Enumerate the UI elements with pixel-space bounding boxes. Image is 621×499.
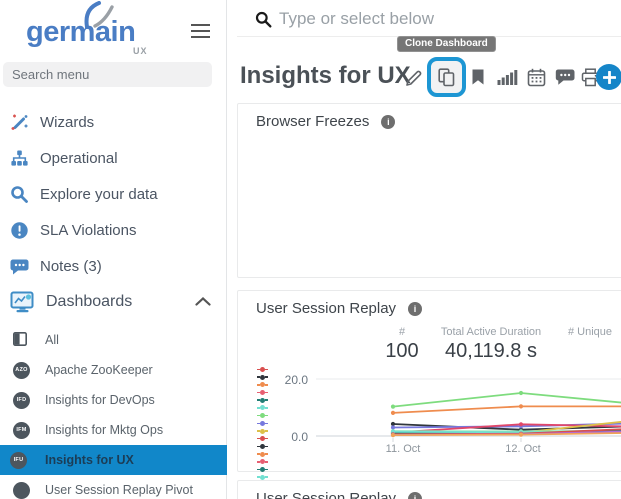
chat-bubble-icon bbox=[10, 257, 29, 276]
edit-pencil-icon[interactable] bbox=[401, 65, 425, 89]
x-axis-tick: 11. Oct bbox=[385, 443, 421, 455]
sidebar-nav: Wizards Operational bbox=[0, 104, 227, 320]
legend-item[interactable] bbox=[257, 367, 268, 372]
sidebar-item-operational[interactable]: Operational bbox=[0, 140, 227, 176]
sidebar-item-dashboards[interactable]: Dashboards bbox=[0, 284, 227, 320]
chart-legend bbox=[257, 367, 268, 482]
legend-item[interactable] bbox=[257, 420, 268, 426]
dashboard-item-label: All bbox=[45, 333, 59, 347]
dashboard-search-bar[interactable]: Type or select below bbox=[237, 0, 621, 37]
dashboard-item-label: Insights for UX bbox=[45, 453, 134, 467]
sidebar-search-input[interactable]: Search menu bbox=[3, 62, 212, 87]
bar-chart-icon[interactable] bbox=[495, 65, 519, 89]
exclamation-circle-icon bbox=[10, 221, 29, 240]
info-icon[interactable]: i bbox=[381, 114, 396, 129]
sidebar-item-label: SLA Violations bbox=[40, 221, 137, 239]
panel-title: User Session Replay bbox=[256, 300, 397, 317]
bookmark-icon[interactable] bbox=[466, 65, 490, 89]
sidebar-item-label: Notes (3) bbox=[40, 257, 102, 275]
search-placeholder: Type or select below bbox=[279, 9, 434, 28]
legend-item[interactable] bbox=[257, 382, 268, 388]
stat-value: 100 bbox=[385, 340, 419, 362]
panel-title: User Session Replay bbox=[256, 490, 397, 499]
sidebar-item-label: Wizards bbox=[40, 113, 95, 131]
dashboard-badge: IFM bbox=[13, 421, 30, 439]
columns-icon bbox=[13, 331, 27, 349]
logo-swoosh-icon bbox=[84, 1, 114, 29]
legend-item[interactable] bbox=[257, 459, 268, 465]
hamburger-menu-icon[interactable] bbox=[191, 24, 210, 42]
dashboard-item-user-session-replay-pivot[interactable]: User Session Replay Pivot bbox=[0, 475, 227, 499]
legend-item[interactable] bbox=[257, 451, 268, 457]
sidebar-item-wizards[interactable]: Wizards bbox=[0, 104, 227, 140]
stat-value: 40,119.8 s bbox=[445, 340, 537, 362]
sidebar-item-sla-violations[interactable]: SLA Violations bbox=[0, 212, 227, 248]
org-chart-icon bbox=[10, 149, 29, 168]
panel-title: Browser Freezes bbox=[256, 113, 370, 130]
dashboard-badge: IFD bbox=[13, 391, 30, 409]
panel-browser-freezes: Browser Freezes i bbox=[237, 103, 621, 278]
sidebar: germain UX Search menu Wizards bbox=[0, 0, 227, 499]
sidebar-item-label: Dashboards bbox=[46, 293, 133, 310]
dashboard-badge: IFU bbox=[10, 451, 27, 469]
legend-item[interactable] bbox=[257, 405, 268, 411]
line-chart bbox=[316, 378, 621, 442]
dashboard-item-label: Apache ZooKeeper bbox=[45, 363, 153, 377]
legend-item[interactable] bbox=[257, 474, 268, 480]
stat-total-active-duration: Total Active Duration 40,119.8 s bbox=[431, 326, 551, 363]
dashboard-item-apache-zookeeper[interactable]: AZO Apache ZooKeeper bbox=[0, 355, 227, 385]
dashboard-item-insights-for-mktg-ops[interactable]: IFM Insights for Mktg Ops bbox=[0, 415, 227, 445]
info-icon[interactable]: i bbox=[408, 301, 423, 316]
stat-unique: # Unique bbox=[568, 326, 621, 338]
sidebar-item-label: Explore your data bbox=[40, 185, 158, 203]
x-axis-tick: 12. Oct bbox=[505, 443, 541, 455]
legend-item[interactable] bbox=[257, 397, 268, 403]
dashboard-item-label: User Session Replay Pivot bbox=[45, 483, 193, 497]
search-icon bbox=[10, 185, 29, 204]
stat-count: # 100 bbox=[359, 326, 445, 363]
dashboard-item-label: Insights for Mktg Ops bbox=[45, 423, 164, 437]
brand-sub-label: UX bbox=[133, 46, 148, 56]
legend-item[interactable] bbox=[257, 443, 268, 449]
info-icon[interactable]: i bbox=[408, 491, 423, 499]
clone-dashboard-highlight[interactable] bbox=[427, 57, 466, 97]
sidebar-item-explore-your-data[interactable]: Explore your data bbox=[0, 176, 227, 212]
legend-item[interactable] bbox=[257, 428, 268, 434]
dashboard-badge bbox=[13, 481, 30, 499]
dashboards-submenu: All AZO Apache ZooKeeper IFD Insights fo… bbox=[0, 325, 227, 499]
legend-item[interactable] bbox=[257, 413, 268, 419]
panel-user-session-replay-2: User Session Replay i bbox=[237, 480, 621, 499]
stat-label: # bbox=[398, 326, 406, 338]
panel-user-session-replay: User Session Replay i # 100 Total Active… bbox=[237, 290, 621, 480]
legend-item[interactable] bbox=[257, 374, 268, 380]
sidebar-item-notes[interactable]: Notes (3) bbox=[0, 248, 227, 284]
comments-icon[interactable] bbox=[553, 65, 577, 89]
legend-item[interactable] bbox=[257, 466, 268, 472]
chevron-up-icon[interactable] bbox=[195, 293, 211, 311]
sidebar-item-label: Operational bbox=[40, 149, 118, 167]
stat-label: # Unique bbox=[568, 326, 613, 338]
dashboard-badge: AZO bbox=[13, 361, 30, 379]
y-axis-tick: 20.0 bbox=[284, 373, 308, 387]
copy-icon bbox=[438, 67, 455, 86]
logo: germain UX bbox=[0, 0, 226, 60]
dashboard-item-label: Insights for DevOps bbox=[45, 393, 155, 407]
stat-label: Total Active Duration bbox=[440, 326, 542, 338]
calendar-icon[interactable] bbox=[524, 65, 548, 89]
y-axis-tick: 0.0 bbox=[291, 430, 308, 444]
dashboard-item-insights-for-devops[interactable]: IFD Insights for DevOps bbox=[0, 385, 227, 415]
dashboard-item-all[interactable]: All bbox=[0, 325, 227, 355]
wand-icon bbox=[10, 113, 29, 132]
dashboard-item-insights-for-ux[interactable]: IFU Insights for UX bbox=[0, 445, 227, 475]
brand-name: germain bbox=[26, 16, 136, 48]
legend-item[interactable] bbox=[257, 436, 268, 442]
clone-dashboard-tooltip: Clone Dashboard bbox=[397, 36, 496, 52]
add-dashboard-button[interactable] bbox=[596, 64, 621, 90]
page-title: Insights for UX bbox=[240, 62, 411, 89]
dashboard-monitor-icon bbox=[10, 291, 35, 314]
legend-item[interactable] bbox=[257, 390, 268, 396]
plus-icon bbox=[602, 70, 616, 84]
search-icon bbox=[255, 11, 272, 28]
